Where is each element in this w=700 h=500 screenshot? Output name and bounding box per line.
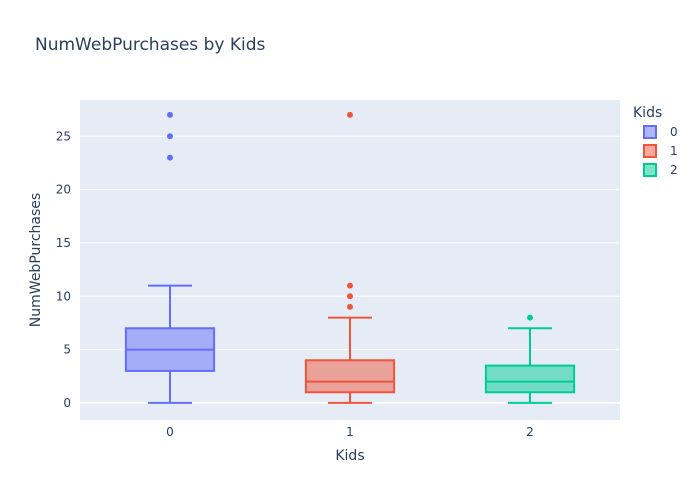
legend-swatch (643, 144, 657, 158)
y-tick-label: 0 (63, 396, 71, 410)
y-axis-title: NumWebPurchases (28, 193, 44, 327)
x-tick-label: 2 (526, 425, 534, 439)
outlier-point (347, 303, 353, 310)
outlier-point (527, 314, 533, 321)
y-tick-label: 20 (56, 183, 71, 197)
outlier-point (347, 111, 353, 118)
chart-title: NumWebPurchases by Kids (35, 35, 265, 55)
x-axis-title: Kids (335, 448, 364, 464)
box-0 (124, 111, 216, 404)
box-2 (484, 314, 576, 404)
y-tick-label: 25 (56, 129, 71, 143)
outlier-point (167, 154, 173, 161)
boxes (124, 111, 576, 404)
legend-item-1[interactable]: 1 (643, 144, 678, 158)
x-tick-label: 1 (346, 425, 354, 439)
outlier-point (167, 133, 173, 140)
y-tick-label: 15 (56, 236, 71, 250)
legend-label: 2 (670, 163, 678, 177)
outlier-point (167, 111, 173, 118)
legend-swatch (643, 163, 657, 177)
x-tick-label: 0 (166, 425, 174, 439)
legend-label: 0 (670, 125, 678, 139)
outlier-point (347, 293, 353, 300)
iqr-box (484, 364, 576, 394)
y-tick-label: 10 (56, 289, 71, 303)
legend-item-0[interactable]: 0 (643, 125, 678, 139)
legend: Kids 0 1 2 (633, 105, 678, 177)
legend-title: Kids (633, 105, 662, 121)
box-1 (304, 111, 396, 404)
x-axis-ticks: 0 1 2 (166, 425, 534, 439)
iqr-box (304, 359, 396, 394)
legend-swatch (643, 125, 657, 139)
y-axis-ticks: 0 5 10 15 20 25 (56, 129, 71, 410)
y-tick-label: 5 (63, 343, 71, 357)
outlier-point (347, 282, 353, 289)
legend-label: 1 (670, 144, 678, 158)
legend-item-2[interactable]: 2 (643, 163, 678, 177)
